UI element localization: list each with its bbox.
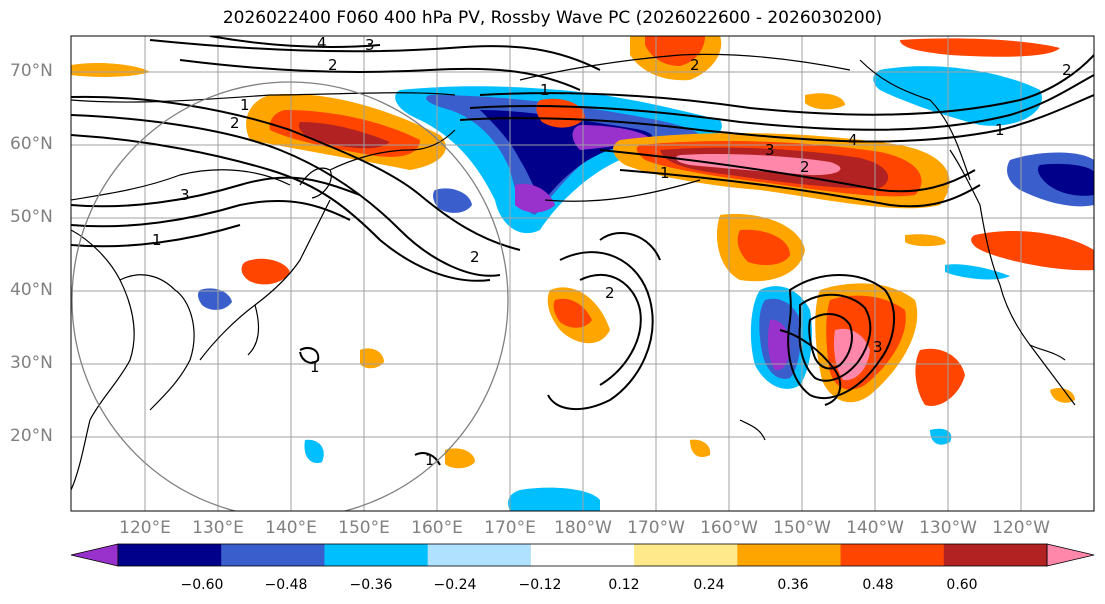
contour-label: 1 [540,81,550,99]
colorbar-tick-label: 0.36 [777,577,809,593]
lon-label: 170°E [484,518,536,538]
contour-label: 2 [328,56,338,74]
lat-label: 60°N [10,134,53,154]
colorbar-tick-label: 0.60 [946,577,978,593]
contour-label: 3 [180,186,190,204]
contour-label: 1 [995,121,1005,139]
colorbar-segment [221,544,325,566]
colorbar-outline [117,543,1048,567]
rossby-wave-shading [71,36,1094,511]
lon-label: 140°E [265,518,317,538]
map-title: 2026022400 F060 400 hPa PV, Rossby Wave … [222,8,883,28]
colorbar-extend-low [70,543,119,567]
region-circle [71,81,509,511]
lon-label: 120°W [992,518,1050,538]
contour-label: 1 [425,451,435,469]
lat-label: 50°N [10,207,53,227]
contour-label: 2 [800,158,810,176]
graticule [71,36,1094,511]
contour-label: 4 [848,131,858,149]
lon-label: 130°W [919,518,977,538]
contour-label: 3 [365,36,375,54]
colorbar-segment [943,544,1048,566]
lon-label: 180°W [554,518,612,538]
contour-label: 3 [873,338,883,356]
lon-label: 150°W [773,518,831,538]
colorbar-segment [427,544,532,566]
pv-contour-labels: 4 3 2 1 1 2 3 2 1 2 3 1 4 2 3 2 1 1 2 1 [152,34,1072,469]
contour-label: 4 [317,34,327,52]
lon-label: 160°W [700,518,758,538]
contour-label: 3 [765,141,775,159]
contour-label: 1 [660,164,670,182]
coastlines [71,53,1076,491]
lon-label: 160°E [411,518,463,538]
colorbar-segment [737,544,842,566]
colorbar-segment [634,544,738,566]
colorbar-tick-label: 0.24 [693,577,725,593]
lat-label: 30°N [10,353,53,373]
colorbar-tick-label: −0.12 [518,577,562,593]
colorbar-tick-label: 0.12 [608,577,640,593]
colorbar-tick-label: −0.48 [264,577,308,593]
colorbar-tick-label: −0.36 [349,577,393,593]
colorbar-segment [530,544,635,566]
contour-label: 2 [230,114,240,132]
colorbar-extend-high [1046,543,1095,567]
colorbar-tick-label: −0.60 [180,577,224,593]
lon-label: 150°E [338,518,390,538]
colorbar [70,543,1095,567]
pv-contours [71,36,1094,466]
colorbar-tick-label: −0.24 [433,577,477,593]
contour-label: 2 [605,284,615,302]
colorbar-segment [324,544,429,566]
colorbar-tick-label: 0.48 [862,577,894,593]
lon-label: 170°W [627,518,685,538]
contour-label: 1 [310,358,320,376]
contour-label: 2 [1062,61,1072,79]
contour-label: 2 [690,56,700,74]
contour-label: 1 [240,96,250,114]
lat-label: 40°N [10,280,53,300]
map-frame [70,35,1095,512]
colorbar-segments [118,544,1048,566]
lon-label: 130°E [192,518,244,538]
contour-label: 2 [470,248,480,266]
lat-label: 70°N [10,61,53,81]
colorbar-segment [118,544,222,566]
contour-label: 1 [152,231,162,249]
colorbar-segment [840,544,945,566]
lon-label: 120°E [119,518,171,538]
lat-label: 20°N [10,426,53,446]
lon-label: 140°W [846,518,904,538]
